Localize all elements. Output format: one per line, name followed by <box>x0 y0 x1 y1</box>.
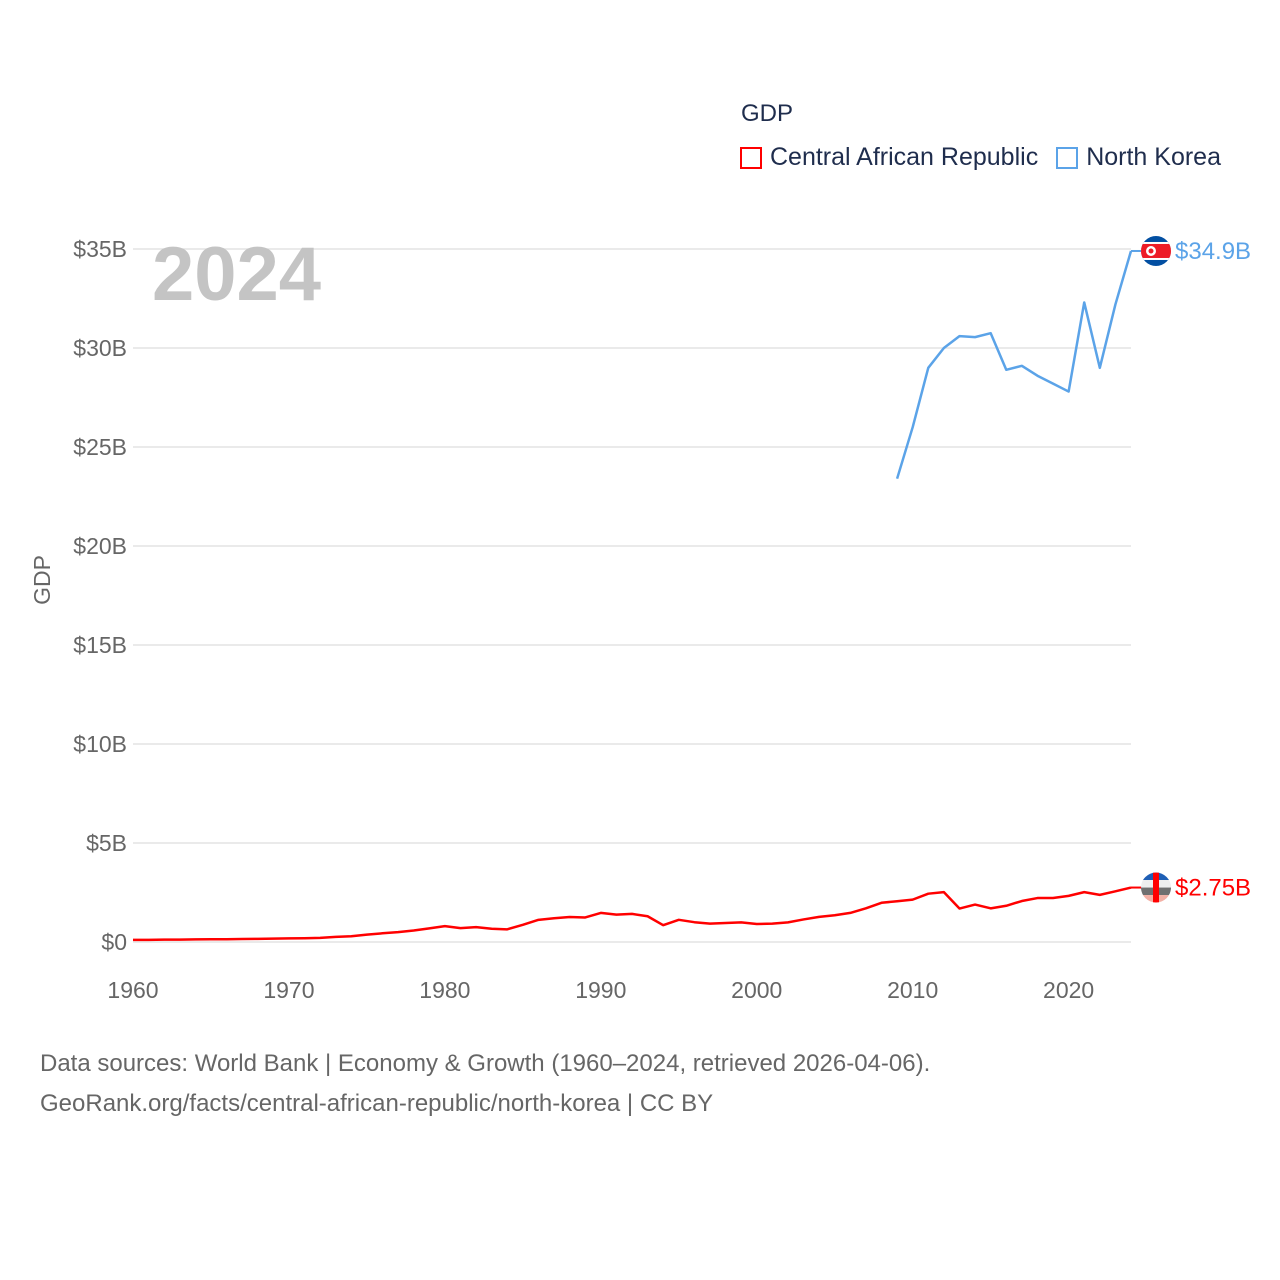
y-tick-label: $25B <box>73 434 127 460</box>
x-tick-label: 1990 <box>575 977 626 1003</box>
legend-title: GDP <box>741 100 794 127</box>
y-tick-label: $35B <box>73 236 127 262</box>
legend-swatch <box>1056 146 1079 169</box>
legend-item-car[interactable]: Central African Republic <box>740 143 1038 172</box>
y-tick-label: $15B <box>73 632 127 658</box>
legend: Central African Republic North Korea <box>740 143 1239 172</box>
x-tick-label: 2020 <box>1043 977 1094 1003</box>
data-sources: Data sources: World Bank | Economy & Gro… <box>40 1050 931 1077</box>
legend-item-north-korea[interactable]: North Korea <box>1056 143 1221 172</box>
series-line[interactable] <box>133 886 1132 942</box>
y-tick-label: $10B <box>73 731 127 757</box>
end-value-label: $34.9B <box>1175 238 1251 265</box>
legend-swatch <box>740 146 762 169</box>
series-line[interactable] <box>895 250 1133 480</box>
y-tick-label: $0 <box>101 929 127 955</box>
source-link[interactable]: GeoRank.org/facts/central-african-republ… <box>40 1090 714 1117</box>
y-tick-label: $5B <box>86 830 127 856</box>
legend-label: Central African Republic <box>770 143 1039 171</box>
x-tick-label: 2000 <box>731 977 782 1003</box>
x-tick-label: 1980 <box>419 977 470 1003</box>
y-tick-label: $30B <box>73 335 127 361</box>
central-african-republic-flag-icon <box>1141 872 1171 903</box>
x-tick-label: 1960 <box>107 977 158 1003</box>
end-value-label: $2.75B <box>1175 875 1251 902</box>
legend-label: North Korea <box>1086 143 1221 171</box>
year-watermark: 2024 <box>152 232 321 317</box>
x-tick-label: 2010 <box>887 977 938 1003</box>
x-tick-label: 1970 <box>263 977 314 1003</box>
north-korea-flag-icon <box>1141 235 1171 266</box>
y-tick-label: $20B <box>73 533 127 559</box>
y-axis-label: GDP <box>29 555 55 605</box>
footer: Data sources: World Bank | Economy & Gro… <box>40 1044 930 1124</box>
